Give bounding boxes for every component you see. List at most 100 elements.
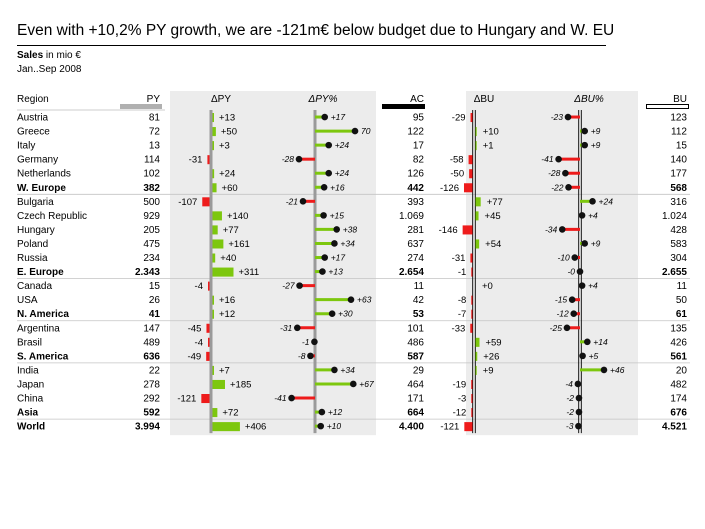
delta-py-label: +50 (221, 127, 237, 138)
delta-py-pct-label: +12 (328, 407, 343, 417)
py-value: 929 (143, 211, 160, 222)
delta-bu-bar (469, 169, 473, 179)
chart-title: Even with +10,2% PY growth, we are -121m… (17, 22, 615, 39)
delta-bu-pct-label: +9 (591, 140, 601, 150)
subtitle-period: Jan..Sep 2008 (17, 64, 82, 75)
bu-value: 482 (670, 379, 687, 390)
region-label: Argentina (17, 323, 60, 334)
delta-bu-bar (475, 239, 480, 249)
py-value: 15 (149, 281, 161, 292)
delta-bu-label: -12 (453, 408, 467, 419)
delta-py-bar (212, 113, 214, 123)
bu-value: 676 (670, 408, 687, 419)
delta-py-pct-dot (299, 198, 307, 205)
delta-bu-pct-label: +4 (588, 210, 598, 220)
delta-py-bar (212, 141, 214, 151)
delta-bu-bar (475, 197, 481, 207)
delta-bu-pct-dot (584, 338, 591, 346)
delta-py-pct-dot (328, 310, 336, 318)
header-bu: BU (673, 94, 687, 105)
delta-bu-label: +0 (482, 281, 493, 292)
delta-bu-pct-dot (581, 240, 588, 247)
py-value: 234 (143, 253, 160, 264)
ac-value: 274 (407, 253, 424, 264)
delta-bu-bar (462, 225, 473, 235)
delta-py-label: +140 (227, 211, 248, 222)
delta-py-bar (212, 379, 225, 389)
delta-bu-bar (475, 365, 477, 375)
bu-value: 112 (671, 127, 687, 138)
band-py-deltas (170, 91, 376, 436)
delta-py-bar (212, 169, 215, 179)
delta-py-label: +7 (219, 365, 230, 376)
delta-py-bar (208, 337, 210, 347)
delta-bu-pct-label: +14 (593, 337, 608, 347)
delta-bu-pct-label: -4 (565, 379, 573, 389)
delta-bu-bar (470, 253, 473, 263)
delta-py-pct-dot (317, 422, 325, 430)
ac-value: 464 (407, 379, 424, 390)
delta-py-bar (202, 197, 210, 207)
delta-bu-label: -126 (440, 183, 459, 194)
delta-bu-pct-dot (564, 113, 572, 121)
delta-py-bar (212, 183, 217, 193)
ac-value: 2.654 (399, 267, 424, 278)
bu-value: 61 (676, 309, 688, 320)
ac-value: 587 (407, 351, 424, 362)
subtitle-measure: Sales in mio € (17, 50, 81, 61)
delta-py-pct-label: +67 (359, 379, 374, 389)
delta-py-pct-dot (311, 338, 318, 346)
delta-bu-bar (471, 408, 473, 418)
bu-value: 426 (670, 337, 687, 348)
marker-bu (646, 104, 689, 109)
delta-py-pct-dot (321, 113, 329, 121)
py-value: 500 (143, 197, 160, 208)
region-label: Brasil (17, 337, 42, 348)
delta-bu-label: -58 (450, 155, 464, 166)
py-value: 382 (143, 183, 160, 194)
delta-bu-label: -3 (458, 394, 466, 405)
delta-py-bar (212, 239, 224, 249)
header-delta-py-pct: ΔPY% (308, 94, 338, 105)
region-label: W. Europe (17, 183, 66, 194)
bu-value: 15 (676, 141, 688, 152)
delta-bu-pct-label: +5 (589, 351, 599, 361)
delta-py-pct-label: -27 (282, 281, 295, 291)
delta-bu-pct-label: -34 (545, 224, 558, 234)
delta-py-pct-label: +17 (331, 253, 346, 263)
delta-bu-pct-label: -0 (567, 267, 575, 277)
delta-py-label: +77 (223, 225, 239, 236)
py-value: 26 (149, 295, 161, 306)
delta-bu-bar (471, 267, 473, 277)
delta-bu-pct-label: -22 (551, 182, 564, 192)
delta-bu-bar (475, 127, 477, 137)
delta-py-pct-dot (325, 141, 333, 149)
region-label: Austria (17, 113, 49, 124)
delta-py-pct-dot (320, 183, 328, 191)
delta-bu-bar (475, 211, 479, 221)
marker-py (120, 104, 162, 109)
delta-bu-pct-dot (558, 226, 566, 233)
delta-py-label: +13 (219, 113, 235, 124)
delta-py-pct-dot (320, 212, 327, 219)
bu-value: 4.521 (662, 422, 687, 433)
delta-py-pct-dot (295, 155, 303, 163)
delta-py-pct-label: +24 (335, 168, 350, 178)
ac-value: 126 (407, 169, 424, 180)
delta-bu-pct-label: -41 (541, 154, 554, 164)
delta-py-label: +12 (219, 309, 235, 320)
delta-bu-label: -19 (452, 379, 466, 390)
region-label: Russia (17, 253, 48, 264)
measure-unit: in mio € (45, 50, 81, 61)
delta-bu-bar (468, 155, 473, 165)
header-delta-bu: ΔBU (474, 94, 495, 105)
delta-bu-label: +77 (487, 197, 503, 208)
delta-py-pct-dot (318, 408, 326, 416)
delta-bu-pct-dot (578, 212, 586, 219)
region-label: Hungary (17, 225, 55, 236)
delta-bu-pct-label: +46 (610, 365, 625, 375)
py-value: 489 (143, 337, 160, 348)
bu-value: 2.655 (662, 267, 687, 278)
py-value: 41 (149, 309, 161, 320)
region-label: China (17, 394, 44, 405)
